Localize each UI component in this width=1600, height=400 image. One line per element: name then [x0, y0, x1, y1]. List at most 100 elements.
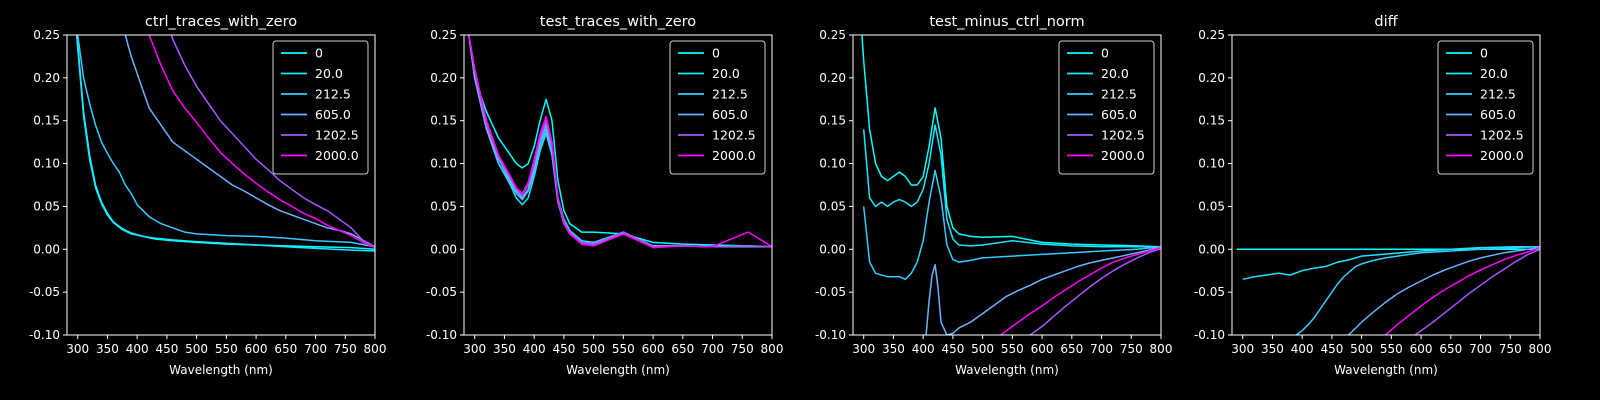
- axes-frame: [463, 34, 773, 336]
- x-tick-label: 700: [1090, 342, 1113, 356]
- series-line-1: [468, 35, 772, 248]
- y-tick-label: 0.10: [1198, 157, 1225, 171]
- y-tick-label: 0.05: [819, 199, 846, 213]
- y-tick-label: 0.10: [430, 157, 457, 171]
- legend-label: 605.0: [1101, 107, 1137, 122]
- series-group: [1236, 245, 1540, 335]
- legend-label: 2000.0: [712, 148, 756, 163]
- series-group: [75, 35, 375, 252]
- chart-panel-2: 300 350 400 450 500 550 600 650 700 750 800 -0.10 -0…: [426, 14, 784, 377]
- series-line-2: [75, 35, 375, 252]
- y-tick-label: 0.00: [819, 242, 846, 256]
- x-tick-label: 500: [582, 342, 605, 356]
- x-tick-label: 700: [304, 342, 327, 356]
- legend: 0 20.0 212.5 605.0 1202.5 2000.0: [1058, 40, 1155, 175]
- x-tick-label: 500: [971, 342, 994, 356]
- y-tick-label: -0.10: [29, 328, 60, 342]
- x-tick-label: 400: [523, 342, 546, 356]
- y-tick-label: 0.15: [33, 114, 60, 128]
- x-tick-label: 300: [852, 342, 875, 356]
- series-line-1: [861, 35, 1161, 248]
- y-tick-label: 0.00: [1198, 242, 1225, 256]
- x-tick-label: 800: [364, 342, 387, 356]
- series-line-2: [862, 124, 1161, 248]
- x-tick-label: 550: [1001, 342, 1024, 356]
- x-tick-label: 400: [912, 342, 935, 356]
- legend-label: 605.0: [315, 107, 351, 122]
- series-line-3: [862, 169, 1161, 281]
- x-tick-label: 450: [552, 342, 575, 356]
- series-line-3: [76, 35, 375, 248]
- y-tick-label: 0.00: [33, 242, 60, 256]
- series-line-5: [170, 35, 375, 248]
- y-tick-label: 0.05: [33, 199, 60, 213]
- series-line-6: [148, 35, 375, 249]
- x-tick-label: 700: [1469, 342, 1492, 356]
- x-tick-label: 400: [126, 342, 149, 356]
- y-tick-label: -0.10: [426, 328, 457, 342]
- x-tick-label: 650: [274, 342, 297, 356]
- x-tick-label: 650: [671, 342, 694, 356]
- x-tick-label: 350: [493, 342, 516, 356]
- x-tick-label: 450: [155, 342, 178, 356]
- legend-label: 2000.0: [315, 148, 359, 163]
- chart-panel-4: 300 350 400 450 500 550 600 650 700 750 800 -0.10 -0…: [1194, 14, 1552, 377]
- legend-label: 1202.5: [1480, 128, 1524, 143]
- chart-title: ctrl_traces_with_zero: [145, 14, 297, 30]
- x-tick-label: 800: [761, 342, 784, 356]
- legend-label: 1202.5: [1101, 128, 1145, 143]
- legend-label: 20.0: [1480, 66, 1508, 81]
- legend-label: 1202.5: [712, 128, 756, 143]
- legend-label: 0: [1101, 46, 1109, 61]
- y-tick-label: 0.20: [430, 71, 457, 85]
- x-tick-label: 800: [1150, 342, 1173, 356]
- y-tick-label: 0.25: [819, 28, 846, 42]
- x-tick-label: 600: [642, 342, 665, 356]
- series-group: [861, 35, 1161, 335]
- x-tick-label: 750: [731, 342, 754, 356]
- legend-label: 20.0: [1101, 66, 1129, 81]
- y-tick-label: -0.05: [29, 285, 60, 299]
- x-tick-label: 650: [1439, 342, 1462, 356]
- y-tick-label: 0.10: [33, 157, 60, 171]
- legend-label: 2000.0: [1480, 148, 1524, 163]
- series-line-3: [1295, 245, 1540, 335]
- chart-title: test_minus_ctrl_norm: [929, 14, 1084, 30]
- series-line-6: [1384, 246, 1540, 335]
- x-tick-label: 650: [1060, 342, 1083, 356]
- chart-panel-1: 300 350 400 450 500 550 600 650 700 750 800 -0.10 -0…: [29, 14, 387, 377]
- x-tick-label: 300: [66, 342, 89, 356]
- legend-label: 20.0: [315, 66, 343, 81]
- y-tick-label: 0.15: [430, 114, 457, 128]
- legend: 0 20.0 212.5 605.0 1202.5 2000.0: [1437, 40, 1534, 175]
- y-tick-label: 0.05: [430, 199, 457, 213]
- x-tick-label: 750: [334, 342, 357, 356]
- x-tick-label: 450: [1320, 342, 1343, 356]
- x-tick-label: 800: [1529, 342, 1552, 356]
- legend-label: 605.0: [1480, 107, 1516, 122]
- x-axis-label: Wavelength (nm): [1334, 363, 1438, 377]
- x-tick-label: 350: [1261, 342, 1284, 356]
- legend-label: 0: [315, 46, 323, 61]
- x-axis-label: Wavelength (nm): [169, 363, 273, 377]
- y-tick-label: 0.20: [33, 71, 60, 85]
- x-tick-label: 400: [1291, 342, 1314, 356]
- y-tick-label: 0.05: [1198, 199, 1225, 213]
- x-tick-label: 300: [1231, 342, 1254, 356]
- y-tick-label: 0.25: [1198, 28, 1225, 42]
- series-line-5: [1414, 248, 1540, 335]
- y-tick-label: 0.20: [1198, 71, 1225, 85]
- legend-label: 212.5: [315, 87, 351, 102]
- legend-label: 212.5: [712, 87, 748, 102]
- x-axis-label: Wavelength (nm): [955, 363, 1059, 377]
- series-line-6: [468, 35, 772, 249]
- y-tick-label: -0.10: [815, 328, 846, 342]
- series-line-2: [1242, 245, 1540, 281]
- axes-frame: [852, 34, 1162, 336]
- legend-label: 212.5: [1101, 87, 1137, 102]
- x-tick-label: 600: [1031, 342, 1054, 356]
- x-axis-label: Wavelength (nm): [566, 363, 670, 377]
- x-tick-label: 500: [1350, 342, 1373, 356]
- y-tick-label: 0.25: [430, 28, 457, 42]
